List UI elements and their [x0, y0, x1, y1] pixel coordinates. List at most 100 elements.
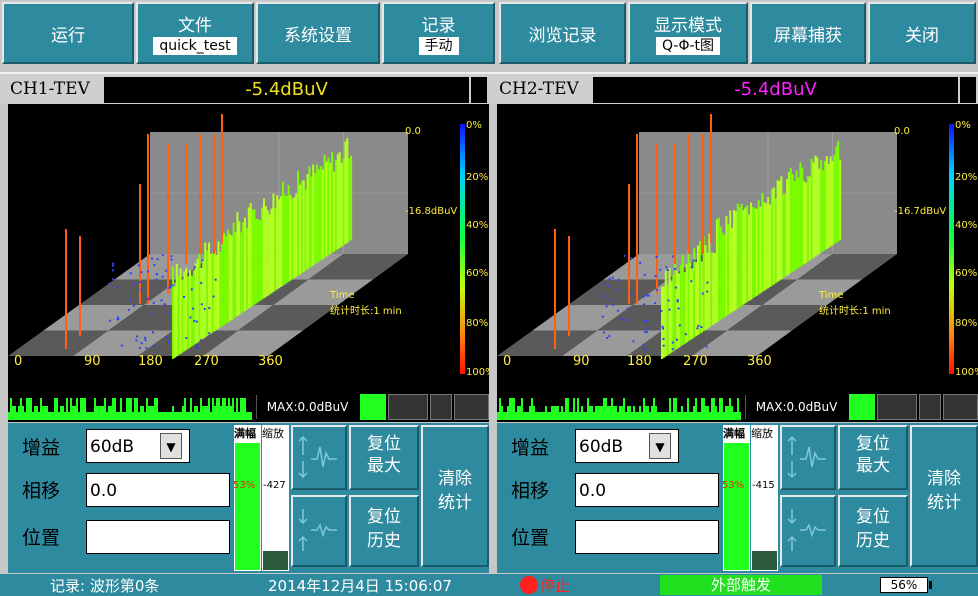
level-segment: [651, 406, 653, 420]
level-segment: [192, 412, 194, 420]
level-segment: [246, 412, 248, 420]
level-segment: [142, 406, 144, 420]
level-segment: [206, 406, 208, 420]
pct-tick-label: 20%: [466, 172, 488, 183]
level-segment: [571, 412, 573, 420]
phase-input[interactable]: 0.0: [86, 473, 230, 507]
clear-stats-button[interactable]: 清除 统计: [421, 425, 489, 567]
zoom-expand-button[interactable]: [291, 425, 347, 490]
scatter-point: [661, 325, 664, 328]
scatter-point: [642, 295, 645, 298]
run-button[interactable]: 运行: [2, 2, 134, 64]
chevron-down-icon[interactable]: ▼: [649, 433, 671, 459]
scatter-point: [161, 275, 164, 278]
file-button[interactable]: 文件 quick_test: [136, 2, 254, 64]
record-button[interactable]: 记录 手动: [382, 2, 495, 64]
level-segment: [248, 412, 250, 420]
level-segment: [124, 412, 126, 420]
scatter-point: [620, 317, 623, 320]
level-segment: [134, 398, 136, 420]
level-segment: [581, 406, 583, 420]
level-segment: [647, 406, 649, 420]
floor-cell: [8, 330, 109, 356]
reset-max-button[interactable]: 复位 最大: [349, 425, 419, 490]
phase-input[interactable]: 0.0: [575, 473, 719, 507]
scatter-point: [156, 258, 159, 261]
x-tick-label: 90: [84, 354, 101, 369]
clear-stats-button[interactable]: 清除 统计: [910, 425, 978, 567]
position-input[interactable]: [86, 520, 230, 554]
reset-max-button[interactable]: 复位 最大: [838, 425, 908, 490]
scatter-point: [671, 341, 674, 344]
level-segment: [727, 406, 729, 420]
scatter-point: [642, 343, 645, 346]
reset-history-button[interactable]: 复位 历史: [349, 495, 419, 567]
scatter-point: [161, 254, 164, 257]
chevron-down-icon[interactable]: ▼: [160, 433, 182, 459]
meter-value: 53%: [722, 480, 745, 491]
scatter-point: [675, 338, 678, 341]
zoom-shrink-button[interactable]: [780, 495, 836, 567]
level-segment: [240, 398, 242, 420]
trigger-mode[interactable]: 外部触发: [660, 575, 822, 595]
level-segment: [739, 412, 741, 420]
time-label: Time: [329, 290, 354, 301]
zoom-label: 缩放: [751, 427, 773, 440]
level-segment: [114, 398, 116, 420]
channel-value: -5.4dBuV: [104, 77, 469, 103]
scatter-point: [706, 281, 709, 284]
level-indicator: [849, 394, 875, 420]
scatter-point: [674, 286, 677, 289]
scatter-point: [116, 286, 119, 289]
scatter-point: [661, 327, 664, 330]
level-segment: [102, 406, 104, 420]
zoom-shrink-button[interactable]: [291, 495, 347, 567]
pct-tick-label: 60%: [955, 268, 977, 279]
level-segment: [20, 398, 22, 420]
level-segment: [661, 412, 663, 420]
level-segment: [659, 412, 661, 420]
scatter-point: [152, 344, 155, 347]
screen-capture-button[interactable]: 屏幕捕获: [750, 2, 866, 64]
level-segment: [603, 398, 605, 420]
datetime: 2014年12月4日 15:06:07: [268, 577, 452, 595]
record-label: 记录: [421, 16, 456, 36]
scatter-point: [606, 336, 609, 339]
ref-mid-label: -16.7dBuV: [894, 206, 946, 217]
scatter-point: [665, 266, 668, 269]
scatter-point: [200, 303, 203, 306]
level-segment: [28, 398, 30, 420]
level-segment: [12, 406, 14, 420]
stop-button[interactable]: 停止: [540, 577, 571, 595]
close-button[interactable]: 关闭: [868, 2, 976, 64]
scatter-point: [151, 331, 154, 334]
scatter-point: [690, 280, 693, 283]
display-mode-button[interactable]: 显示模式 Q-Φ-t图: [628, 2, 748, 64]
scatter-point: [212, 295, 215, 298]
level-segment: [645, 406, 647, 420]
x-tick-label: 0: [503, 354, 511, 369]
level-segment: [198, 412, 200, 420]
scatter-point: [165, 269, 168, 272]
zoom-expand-button[interactable]: [780, 425, 836, 490]
scatter-point: [117, 316, 120, 319]
reset-history-button[interactable]: 复位 历史: [838, 495, 908, 567]
level-segment: [220, 406, 222, 420]
browse-records-button[interactable]: 浏览记录: [499, 2, 626, 64]
scatter-point: [659, 268, 662, 271]
stop-indicator-icon: [520, 576, 538, 594]
level-segment: [673, 398, 675, 420]
position-input[interactable]: [575, 520, 719, 554]
level-segment: [74, 406, 76, 420]
ref-top-label: 0.0: [405, 126, 421, 137]
scatter-point: [607, 285, 610, 288]
scatter-point: [147, 270, 150, 273]
ref-top-label: 0.0: [894, 126, 910, 137]
level-segment: [681, 406, 683, 420]
scatter-point: [169, 285, 172, 288]
scatter-point: [155, 278, 158, 281]
status-cell: [430, 394, 452, 420]
level-segment: [691, 412, 693, 420]
level-segment: [707, 406, 709, 420]
system-settings-button[interactable]: 系统设置: [256, 2, 380, 64]
